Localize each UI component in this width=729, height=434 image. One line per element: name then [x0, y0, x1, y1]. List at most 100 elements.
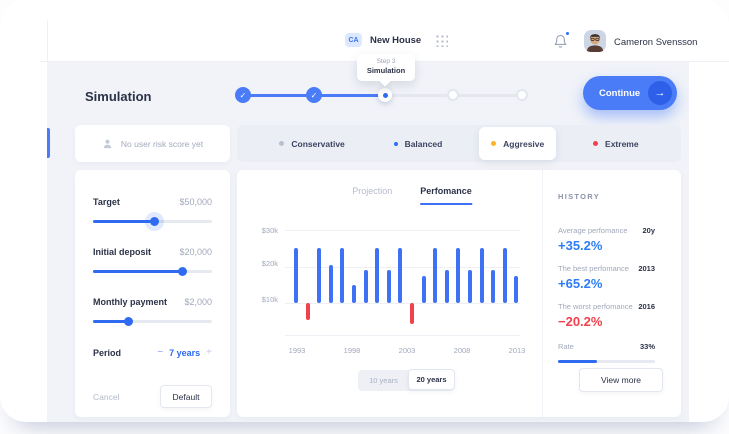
- user-name: Cameron Svensson: [614, 37, 698, 48]
- slider-handle[interactable]: [144, 212, 164, 231]
- chart-bar: [491, 270, 496, 304]
- period-decrease-button[interactable]: −: [157, 347, 164, 358]
- y-axis-tick: $30k: [261, 226, 278, 235]
- stepper-step-1[interactable]: ✓: [235, 87, 251, 103]
- apps-grid-icon[interactable]: [435, 33, 449, 47]
- risk-option-label: Extreme: [605, 138, 639, 149]
- monthly-payment-slider[interactable]: [93, 317, 212, 326]
- chart-bar: [514, 275, 519, 304]
- default-button[interactable]: Default: [160, 385, 212, 408]
- history-row-value: +65.2%: [558, 276, 603, 291]
- risk-option-aggresive[interactable]: Aggresive: [479, 127, 557, 160]
- chart-bar: [363, 270, 368, 304]
- rate-progress-fill: [558, 360, 597, 363]
- avatar[interactable]: [584, 30, 606, 52]
- range-toggle: 10 years 20 years: [358, 369, 455, 391]
- simulation-parameters-panel: Target $50,000 Initial deposit $20,000: [75, 170, 230, 417]
- slider-handle[interactable]: [123, 317, 133, 326]
- chart-bar: [456, 248, 461, 304]
- target-label: Target: [93, 197, 120, 207]
- cancel-link[interactable]: Cancel: [93, 391, 120, 402]
- target-slider-block: Target $50,000: [93, 197, 212, 231]
- risk-option-label: Aggresive: [503, 138, 545, 149]
- history-row-tag: 2016: [638, 302, 655, 311]
- gridline-10k: [285, 303, 520, 305]
- target-slider[interactable]: [93, 212, 212, 231]
- main-content: Simulation ✓ ✓ Continue → No user risk s…: [47, 62, 689, 422]
- project-switcher[interactable]: CA New House: [345, 33, 449, 47]
- risk-option-conservative[interactable]: Conservative: [267, 127, 356, 160]
- history-row-tag: 2013: [638, 264, 655, 273]
- continue-button[interactable]: Continue →: [583, 76, 677, 110]
- x-axis-tick: 1998: [343, 346, 361, 355]
- gridline-20k: [285, 266, 520, 268]
- person-icon: [103, 139, 112, 148]
- x-axis-tick: 1993: [288, 346, 306, 355]
- gray-dot-icon: [279, 141, 285, 146]
- avatar-image: [584, 30, 606, 52]
- x-axis-tick: 2008: [453, 346, 471, 355]
- history-row-value: +35.2%: [558, 238, 603, 253]
- initial-deposit-slider[interactable]: [93, 267, 212, 276]
- risk-option-label: Conservative: [291, 138, 345, 149]
- range-10-years[interactable]: 10 years: [369, 376, 398, 385]
- tab-perfomance[interactable]: Perfomance: [420, 186, 472, 205]
- chart-tabs: Projection Perfomance: [352, 186, 472, 205]
- risk-option-extreme[interactable]: Extreme: [581, 127, 651, 160]
- bar-plot: [285, 230, 520, 336]
- notifications-button[interactable]: [553, 31, 570, 51]
- slider-handle[interactable]: [178, 267, 188, 276]
- y-axis-tick: $10k: [261, 295, 278, 304]
- stepper-step-5[interactable]: [516, 89, 528, 101]
- stepper-step-2[interactable]: ✓: [306, 87, 322, 103]
- chart-bar: [386, 270, 391, 304]
- radio-ring-icon: [393, 141, 398, 146]
- check-icon: ✓: [310, 90, 318, 100]
- chart-bar: [421, 275, 426, 304]
- history-row-label: The worst perfomance: [558, 302, 633, 311]
- view-more-button[interactable]: View more: [579, 368, 663, 392]
- initial-deposit-value: $20,000: [179, 247, 212, 257]
- app-window: CA New House Cameron Svensson Step: [0, 0, 729, 422]
- chart-bar: [305, 303, 310, 320]
- x-axis-tick: 2003: [398, 346, 416, 355]
- chart-bar: [444, 270, 449, 304]
- page-title: Simulation: [85, 89, 152, 104]
- period-increase-button[interactable]: +: [206, 347, 212, 358]
- project-name: New House: [370, 34, 422, 46]
- chart-bar: [340, 248, 345, 304]
- notification-dot: [565, 31, 570, 36]
- chart-bar: [375, 248, 380, 304]
- tab-projection[interactable]: Projection: [352, 186, 393, 196]
- range-20-years[interactable]: 20 years: [408, 369, 455, 390]
- slider-fill: [93, 320, 128, 323]
- rate-value: 33%: [639, 342, 655, 351]
- history-row-average: Average perfomance 20y +35.2%: [558, 226, 655, 253]
- tooltip-step-title: Simulation: [366, 66, 406, 75]
- risk-level-selector: Conservative Balanced Aggresive Extreme: [237, 125, 681, 162]
- chart-bar: [479, 248, 484, 304]
- initial-deposit-label: Initial deposit: [93, 247, 152, 257]
- monthly-payment-label: Monthly payment: [93, 297, 168, 307]
- chart-bar: [433, 248, 438, 304]
- history-row-value: −20.2%: [558, 314, 603, 329]
- slider-fill: [93, 220, 154, 223]
- history-panel: HISTORY Average perfomance 20y +35.2% Th…: [542, 170, 681, 417]
- chart-bar: [294, 248, 298, 304]
- arrow-right-icon: →: [648, 81, 672, 105]
- chart-bar: [468, 270, 472, 304]
- history-row-label: Average perfomance: [558, 226, 628, 235]
- bell-icon: [554, 34, 567, 48]
- period-label: Period: [93, 347, 122, 358]
- stepper-step-4[interactable]: [447, 89, 459, 101]
- risk-score-empty-card: No user risk score yet: [75, 125, 230, 162]
- active-section-indicator: [47, 128, 50, 158]
- red-dot-icon: [593, 141, 599, 146]
- stepper-step-3[interactable]: [378, 88, 392, 102]
- header-divider: [47, 20, 48, 62]
- performance-chart-card: Projection Perfomance $30k $20k $10k 199…: [237, 170, 681, 417]
- yellow-dot-icon: [491, 141, 497, 146]
- gridline-30k: [285, 230, 520, 231]
- risk-option-balanced[interactable]: Balanced: [382, 127, 455, 160]
- chart-bar: [410, 303, 414, 324]
